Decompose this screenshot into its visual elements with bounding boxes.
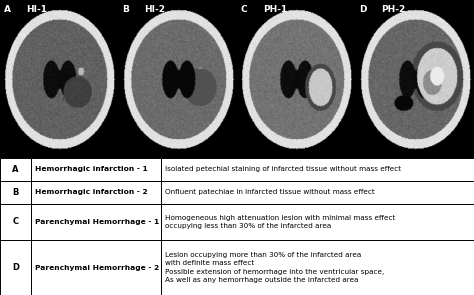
Text: Lesion occupying more than 30% of the infarcted area
with definite mass effect
P: Lesion occupying more than 30% of the in… bbox=[165, 252, 384, 283]
Bar bbox=[31, 240, 161, 295]
Bar bbox=[31, 204, 161, 240]
Text: Isolated petechial staining of infarcted tissue without mass effect: Isolated petechial staining of infarcted… bbox=[165, 166, 401, 172]
Text: B: B bbox=[12, 188, 18, 197]
Text: HI-1: HI-1 bbox=[26, 5, 47, 14]
Bar bbox=[0, 158, 31, 181]
Text: PH-1: PH-1 bbox=[263, 5, 287, 14]
Bar bbox=[161, 181, 474, 204]
Text: Onfluent patechiae in infarcted tissue without mass effect: Onfluent patechiae in infarcted tissue w… bbox=[165, 189, 375, 195]
Bar bbox=[0, 240, 31, 295]
Bar bbox=[161, 158, 474, 181]
Text: A: A bbox=[3, 5, 10, 14]
Text: Hemorrhagic infarction - 1: Hemorrhagic infarction - 1 bbox=[35, 166, 147, 172]
Text: D: D bbox=[12, 263, 19, 272]
Bar bbox=[0, 204, 31, 240]
Bar bbox=[31, 181, 161, 204]
Bar bbox=[0, 181, 31, 204]
Text: B: B bbox=[122, 5, 129, 14]
Text: C: C bbox=[240, 5, 247, 14]
Text: A: A bbox=[12, 165, 18, 174]
Text: Homogeneous high attenuation lesion with minimal mass effect
occupying less than: Homogeneous high attenuation lesion with… bbox=[165, 214, 395, 229]
Text: PH-2: PH-2 bbox=[382, 5, 406, 14]
Bar bbox=[31, 158, 161, 181]
Text: D: D bbox=[359, 5, 366, 14]
Text: Parenchymal Hemorrhage - 2: Parenchymal Hemorrhage - 2 bbox=[35, 265, 159, 271]
Bar bbox=[161, 204, 474, 240]
Text: Hemorrhagic infarction - 2: Hemorrhagic infarction - 2 bbox=[35, 189, 147, 195]
Text: HI-2: HI-2 bbox=[145, 5, 165, 14]
Text: C: C bbox=[12, 217, 18, 226]
Text: Parenchymal Hemorrhage - 1: Parenchymal Hemorrhage - 1 bbox=[35, 219, 159, 225]
Bar bbox=[161, 240, 474, 295]
